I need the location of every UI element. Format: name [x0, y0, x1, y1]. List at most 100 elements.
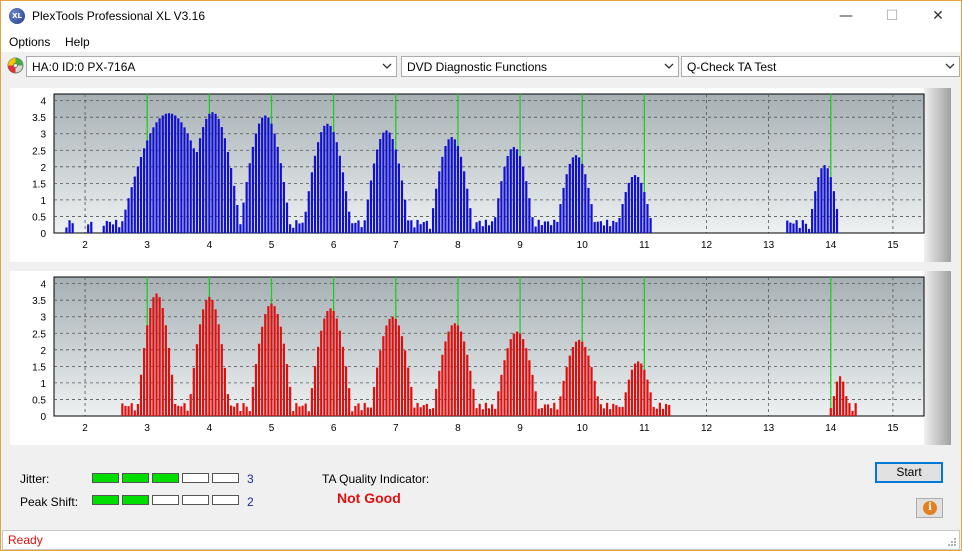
- data-bar: [581, 163, 584, 233]
- data-bar: [220, 344, 223, 416]
- data-bar: [416, 402, 419, 416]
- data-bar: [167, 347, 171, 416]
- data-bar: [289, 224, 292, 233]
- data-bar: [506, 348, 509, 416]
- data-bar: [295, 403, 298, 416]
- x-tick-label: 12: [701, 240, 713, 251]
- jitter-chart: 0 0.5 1 1.5 2 2.5 3 3.5 4 2 3 4 5 6 7 8 9 10 11 12 13 14 15: [32, 88, 951, 262]
- data-bar: [261, 326, 264, 416]
- data-bar: [289, 386, 292, 416]
- data-bar: [68, 220, 71, 233]
- data-bar: [438, 171, 441, 233]
- data-bar: [226, 151, 230, 233]
- data-bar: [487, 408, 491, 416]
- data-bar: [127, 198, 130, 233]
- jitter-meter: [92, 473, 242, 483]
- data-bar: [655, 408, 658, 416]
- data-bar: [637, 177, 640, 233]
- y-tick-label: 3.5: [32, 296, 46, 307]
- drive-select[interactable]: HA:0 ID:0 PX-716A: [26, 56, 397, 77]
- menu-bar: Options Help: [1, 32, 961, 52]
- data-bar: [323, 318, 326, 416]
- jitter-value: 3: [247, 472, 254, 486]
- data-bar: [344, 366, 348, 416]
- data-bar: [136, 166, 139, 233]
- data-bar: [550, 408, 553, 416]
- start-button[interactable]: Start: [875, 462, 943, 483]
- menu-help[interactable]: Help: [65, 35, 90, 49]
- y-tick-label: 2: [40, 163, 46, 174]
- data-bar: [400, 180, 404, 233]
- data-bar: [842, 381, 845, 416]
- data-bar: [248, 163, 251, 233]
- data-bar: [121, 221, 124, 233]
- data-bar: [170, 374, 174, 416]
- x-tick-label: 6: [331, 240, 337, 251]
- data-bar: [360, 227, 363, 233]
- data-bar: [509, 339, 512, 416]
- data-bar: [146, 140, 149, 233]
- data-bar: [422, 222, 425, 233]
- meter-segment: [122, 473, 149, 483]
- maximize-button[interactable]: ☐: [885, 8, 899, 24]
- chevron-down-icon: [664, 63, 674, 69]
- data-bar: [605, 402, 609, 416]
- data-bar: [668, 404, 671, 416]
- resize-grip-icon[interactable]: [947, 537, 957, 547]
- data-bar: [509, 149, 512, 233]
- close-button[interactable]: ✕: [932, 8, 944, 24]
- data-bar: [596, 396, 599, 416]
- data-bar: [186, 133, 189, 233]
- data-bar: [183, 127, 186, 233]
- x-tick-label: 13: [763, 240, 775, 251]
- data-bar: [494, 408, 497, 416]
- data-bar: [438, 370, 441, 416]
- minimize-button[interactable]: —: [839, 8, 853, 24]
- menu-options[interactable]: Options: [9, 35, 51, 49]
- y-tick-label: 4: [40, 280, 46, 291]
- data-bar: [845, 396, 848, 416]
- data-bar: [341, 172, 345, 233]
- data-bar: [512, 146, 515, 233]
- chevron-down-icon: [945, 63, 955, 69]
- data-bar: [500, 181, 503, 233]
- data-bar: [366, 407, 369, 416]
- data-bar: [419, 224, 422, 233]
- data-bar: [587, 187, 590, 233]
- data-bar: [590, 367, 593, 416]
- data-bar: [534, 391, 537, 416]
- data-bar: [369, 407, 373, 416]
- y-tick-label: 3.5: [32, 113, 46, 124]
- data-bar: [198, 138, 202, 233]
- data-bar: [376, 367, 379, 416]
- data-bar: [817, 177, 820, 233]
- x-tick-label: 4: [207, 423, 213, 434]
- data-bar: [394, 318, 397, 416]
- data-bar: [839, 376, 842, 416]
- data-bar: [484, 219, 487, 233]
- data-bar: [450, 325, 453, 416]
- data-bar: [276, 314, 279, 416]
- data-bar: [633, 363, 637, 416]
- function-select[interactable]: DVD Diagnostic Functions: [401, 56, 679, 77]
- info-button[interactable]: i: [916, 498, 943, 518]
- data-bar: [602, 225, 606, 233]
- data-bar: [124, 209, 127, 233]
- x-tick-label: 3: [144, 240, 150, 251]
- y-tick-label: 1: [40, 379, 46, 390]
- data-bar: [65, 227, 68, 233]
- data-bar: [189, 140, 192, 233]
- test-select[interactable]: Q-Check TA Test: [681, 56, 960, 77]
- data-bar: [363, 402, 366, 416]
- data-bar: [400, 336, 404, 416]
- y-tick-label: 1.5: [32, 179, 46, 190]
- data-bar: [279, 326, 282, 416]
- data-bar: [326, 310, 329, 416]
- data-bar: [230, 168, 233, 233]
- data-bar: [404, 199, 407, 233]
- data-bar: [205, 118, 208, 233]
- x-tick-label: 7: [393, 240, 399, 251]
- ta-quality-label: TA Quality Indicator:: [322, 472, 430, 486]
- data-bar: [139, 156, 143, 233]
- data-bar: [307, 191, 310, 233]
